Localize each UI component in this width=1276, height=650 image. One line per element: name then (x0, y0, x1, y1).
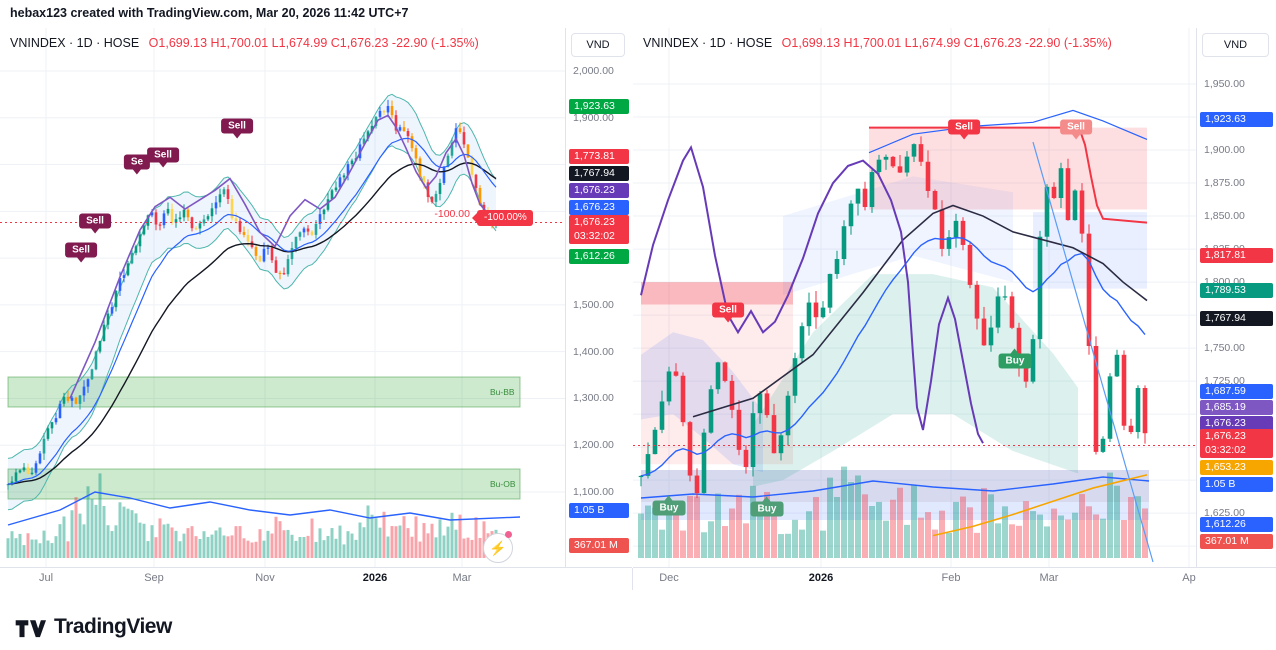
price-badge: 1,612.26 (1200, 516, 1273, 532)
sell-signal-label: Sell (147, 147, 179, 168)
chart-legend-right[interactable]: VNINDEX · 1D · HOSE O1,699.13 H1,700.01 … (643, 36, 1112, 50)
legend-symbol: VNINDEX · 1D · HOSE (643, 36, 773, 50)
price-tick-label: 1,900.00 (573, 111, 614, 124)
shaded-area (869, 127, 1147, 210)
buy-signal-label: Buy (652, 495, 686, 516)
legend-ohlc-values: O1,699.13 H1,700.01 L1,674.99 C1,676.23 … (148, 36, 479, 50)
time-tick-label: Nov (255, 572, 275, 584)
countdown-price-badge: 1,676.23 03:32:02 (1200, 429, 1273, 458)
time-axis[interactable]: Jul Sep Nov 2026 Mar (0, 567, 632, 590)
change-percent-callout: -100.00% (472, 210, 533, 226)
price-tick-label: 1,200.00 (573, 439, 614, 452)
chart-legend-left[interactable]: VNINDEX · 1D · HOSE O1,699.13 H1,700.01 … (10, 36, 479, 50)
price-tick-label: 1,300.00 (573, 392, 614, 405)
change-percent-label: -100.00 (434, 208, 470, 220)
brand-name: TradingView (54, 615, 172, 638)
time-tick-label: 2026 (808, 572, 834, 584)
watermark-text: hebax123 created with TradingView.com, M… (10, 6, 409, 20)
tradingview-icon (15, 620, 46, 638)
zone-label: Bu-BB (490, 387, 515, 397)
price-badge: 1,676.23 (569, 182, 629, 198)
sell-signal-label: Sell (712, 302, 744, 323)
tradingview-logo[interactable]: TradingView (14, 614, 172, 640)
legend-ohlc-values: O1,699.13 H1,700.01 L1,674.99 C1,676.23 … (781, 36, 1112, 50)
chart-panel-right: VNINDEX · 1D · HOSE O1,699.13 H1,700.01 … (633, 28, 1276, 590)
price-badge: 1.05 B (569, 502, 629, 518)
left-chart-canvas[interactable]: Bu-BB Bu-OB (0, 28, 565, 568)
zone-label: Bu-OB (490, 479, 516, 489)
price-badge: 1,923.63 (1200, 111, 1273, 127)
time-tick-label: Dec (659, 572, 679, 584)
time-tick-label: 2026 (362, 572, 388, 584)
time-tick-label: Mar (452, 572, 472, 584)
indicator-band (641, 470, 1149, 502)
sell-signal-label: Sell (1060, 119, 1092, 140)
price-tick-label: 2,000.00 (573, 65, 614, 77)
time-tick-label: Mar (1039, 572, 1059, 584)
price-tick-label: 1,400.00 (573, 345, 614, 358)
buy-signal-label: Buy (998, 348, 1032, 369)
sell-signal-label: Sell (948, 119, 980, 140)
time-tick-label: Jul (38, 572, 54, 584)
time-tick-label: Ap (1182, 572, 1196, 584)
price-badge: 1,767.94 (569, 165, 629, 181)
boost-notification-dot (505, 531, 512, 538)
price-badge: 1.05 B (1200, 476, 1273, 492)
bu-bb-zone (7, 376, 521, 408)
bu-ob-zone (7, 468, 521, 500)
time-tick-label: Sep (144, 572, 164, 584)
sell-signal-label: Sell (65, 242, 97, 263)
price-tick-label: 1,750.00 (1204, 342, 1245, 355)
sell-signal-label: Sell (221, 118, 253, 139)
price-tick-label: 1,500.00 (573, 298, 614, 311)
price-badge: 367.01 M (569, 537, 629, 553)
currency-button[interactable]: VND (1202, 33, 1269, 57)
price-tick-label: 1,850.00 (1204, 210, 1245, 223)
legend-symbol: VNINDEX · 1D · HOSE (10, 36, 140, 50)
price-tick-label: 1,100.00 (573, 486, 614, 498)
price-axis[interactable]: VND1,950.001,900.001,875.001,850.001,825… (1196, 28, 1276, 568)
sell-signal-label: Sell (79, 213, 111, 234)
price-badge: 367.01 M (1200, 533, 1273, 549)
price-badge: 1,676.23 (569, 199, 629, 215)
price-badge: 1,767.94 (1200, 310, 1273, 326)
price-tick-label: 1,875.00 (1204, 177, 1245, 190)
time-tick-label: Feb (941, 572, 961, 584)
price-tick-label: 1,625.00 (1204, 507, 1245, 520)
buy-signal-label: Buy (750, 496, 784, 517)
price-badge: 1,612.26 (569, 248, 629, 264)
price-badge: 1,685.19 (1200, 399, 1273, 415)
time-axis[interactable]: Dec 2026 Feb Mar Ap (633, 567, 1276, 590)
price-axis[interactable]: VND 2,000.00 1,900.00 1,500.00 1,400.00 1,300… (565, 28, 633, 568)
price-badge: 1,817.81 (1200, 247, 1273, 263)
price-badge: 1,789.53 (1200, 282, 1273, 298)
sell-signal-label: Se (123, 154, 151, 175)
chart-panel-left: Bu-BB Bu-OB VNINDEX · 1D · HOSE O1,699.13… (0, 28, 633, 590)
price-tick-label: 1,950.00 (1204, 78, 1245, 90)
price-badge: 1,773.81 (569, 148, 629, 164)
price-badge: 1,676.23 (1200, 415, 1273, 431)
shaded-area (641, 282, 793, 305)
boost-button[interactable]: ⚡ (483, 533, 513, 563)
price-badge: 1,653.23 (1200, 459, 1273, 475)
price-tick-label: 1,900.00 (1204, 144, 1245, 157)
countdown-price-badge: 1,676.23 03:32:02 (569, 215, 629, 244)
price-badge: 1,923.63 (569, 98, 629, 114)
shaded-area (641, 332, 763, 473)
currency-button[interactable]: VND (571, 33, 625, 57)
price-badge: 1,687.59 (1200, 383, 1273, 399)
right-chart-canvas[interactable] (633, 28, 1196, 568)
